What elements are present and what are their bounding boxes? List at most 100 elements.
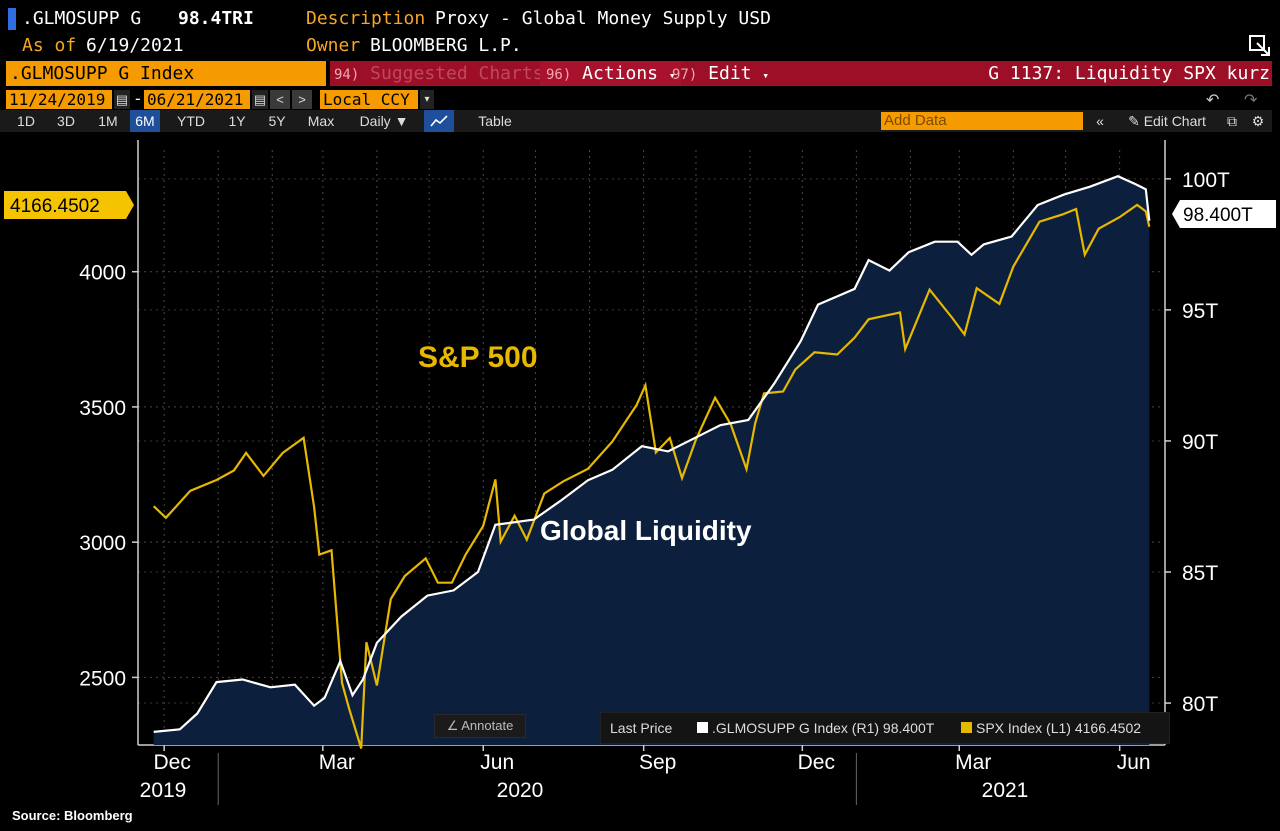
gear-icon[interactable]: ⚙: [1251, 113, 1265, 129]
suggested-num: 94): [334, 67, 360, 83]
description-value: Proxy - Global Money Supply USD: [435, 8, 771, 29]
left-last-price-flag: 4166.4502: [4, 191, 134, 219]
toolbar-bar: [330, 61, 1272, 86]
suggested-label: Suggested Charts: [370, 63, 544, 84]
as-of-label: As of: [22, 35, 77, 56]
start-date-input[interactable]: 11/24/2019: [6, 90, 112, 109]
right-last-price: 98.400T: [1183, 205, 1253, 226]
liquidity-area: [153, 176, 1150, 745]
source-note: Source: Bloomberg: [12, 808, 133, 823]
x-tick-label: Sep: [639, 751, 676, 774]
owner-label: Owner: [306, 35, 361, 56]
caret-down-icon: ▾: [668, 69, 676, 82]
tick-labels: 2500 3000 3500 4000 80T 85T 90T 95T 100T Dec Mar Ju…: [79, 169, 1230, 802]
caret-down-icon: ▼: [394, 113, 409, 129]
expand-icon[interactable]: [1248, 34, 1272, 58]
range-button-1d[interactable]: 1D: [17, 113, 35, 129]
chart-area: 2500 3000 3500 4000 80T 85T 90T 95T 100T Dec Mar Ju…: [4, 140, 1276, 805]
range-button-5y[interactable]: 5Y: [268, 113, 286, 129]
x-tick-label: Dec: [153, 751, 190, 774]
suggested-charts-button[interactable]: 94) Suggested Charts: [334, 61, 544, 86]
edit-label: Edit: [708, 63, 752, 84]
edit-num: 97): [672, 67, 698, 83]
range-button-max[interactable]: Max: [307, 113, 335, 129]
actions-num: 96): [546, 67, 572, 83]
frequency-select[interactable]: Daily ▼: [350, 110, 418, 132]
legend-name: .GLMOSUPP G Index: [712, 720, 848, 736]
legend-title: Last Price: [610, 720, 673, 736]
security-ticker: .GLMOSUPP G: [22, 8, 142, 29]
legend-axis: (R1): [851, 720, 880, 736]
owner-value: BLOOMBERG L.P.: [370, 35, 522, 56]
legend-swatch-spx: [961, 722, 972, 733]
right-tick-label: 95T: [1182, 300, 1218, 323]
range-button-3d[interactable]: 3D: [57, 113, 75, 129]
currency-select[interactable]: Local CCY: [320, 90, 418, 109]
chart-options-icon[interactable]: ⧉: [1227, 113, 1237, 129]
right-tick-label: 100T: [1182, 169, 1230, 192]
security-marker: [8, 8, 16, 30]
x-tick-label: Mar: [319, 751, 355, 774]
annotate-button[interactable]: ∠ Annotate: [434, 714, 526, 738]
legend-item-liquidity: .GLMOSUPP G Index (R1) 98.400T: [712, 720, 934, 736]
actions-button[interactable]: 96) Actions ▾: [540, 61, 682, 86]
x-tick-label: Jun: [480, 751, 514, 774]
legend-name: SPX Index: [976, 720, 1043, 736]
table-button[interactable]: Table: [478, 113, 512, 129]
x-tick-label: Jun: [1117, 751, 1151, 774]
year-label: 2021: [982, 779, 1029, 802]
left-tick-label: 4000: [79, 262, 126, 285]
legend-value: 4166.4502: [1074, 720, 1142, 736]
collapse-icon[interactable]: «: [1096, 113, 1104, 129]
date-separator: -: [133, 89, 143, 108]
security-value: 98.4TRI: [178, 8, 254, 29]
caret-down-icon: ▾: [762, 69, 769, 82]
legend-item-spx: SPX Index (L1) 4166.4502: [976, 720, 1141, 736]
security-input[interactable]: .GLMOSUPP G Index: [6, 61, 326, 86]
calendar-icon[interactable]: ▤: [114, 90, 130, 109]
line-chart-icon[interactable]: [424, 110, 454, 132]
prev-period-icon[interactable]: <: [270, 90, 290, 109]
calendar-icon[interactable]: ▤: [252, 90, 268, 109]
legend-axis: (L1): [1046, 720, 1071, 736]
edit-chart-button[interactable]: ✎ Edit Chart: [1118, 110, 1216, 132]
annotate-label: Annotate: [461, 718, 514, 733]
year-label: 2020: [497, 779, 544, 802]
undo-icon[interactable]: ↶: [1206, 92, 1220, 109]
pencil-icon: ∠: [446, 718, 459, 733]
left-tick-label: 2500: [79, 667, 126, 690]
as-of-date: 6/19/2021: [86, 35, 184, 56]
chevron-down-icon[interactable]: ▾: [420, 90, 434, 109]
legend-value: 98.400T: [882, 720, 935, 736]
year-label: 2019: [140, 779, 187, 802]
add-data-input[interactable]: Add Data: [881, 112, 1083, 130]
right-tick-label: 90T: [1182, 431, 1218, 454]
spx-line: [152, 203, 1151, 749]
range-button-6m[interactable]: 6M: [130, 110, 160, 132]
edit-button[interactable]: 97) Edit ▾: [672, 61, 769, 86]
chart-title: G 1137: Liquidity SPX kurz: [988, 63, 1270, 84]
liquidity-line: [153, 175, 1151, 733]
actions-label: Actions: [582, 63, 658, 84]
range-button-1y[interactable]: 1Y: [228, 113, 246, 129]
left-tick-label: 3000: [79, 532, 126, 555]
right-tick-label: 85T: [1182, 562, 1218, 585]
legend-swatch-liquidity: [697, 722, 708, 733]
description-label: Description: [306, 8, 426, 29]
next-period-icon[interactable]: >: [292, 90, 312, 109]
edit-chart-label: Edit Chart: [1143, 113, 1206, 129]
x-tick-label: Mar: [955, 751, 991, 774]
pencil-icon: ✎: [1128, 113, 1140, 129]
redo-icon[interactable]: ↷: [1244, 92, 1258, 109]
frequency-label: Daily: [359, 113, 391, 129]
legend: Last Price .GLMOSUPP G Index (R1) 98.400…: [600, 712, 1170, 744]
x-tick-label: Dec: [798, 751, 835, 774]
end-date-input[interactable]: 06/21/2021: [144, 90, 250, 109]
right-tick-label: 80T: [1182, 693, 1218, 716]
right-last-price-flag: 98.400T: [1172, 200, 1276, 228]
range-button-1m[interactable]: 1M: [98, 113, 118, 129]
left-last-price: 4166.4502: [10, 196, 100, 217]
liquidity-annotation: Global Liquidity: [540, 515, 752, 546]
sp500-annotation: S&P 500: [418, 341, 538, 374]
range-button-ytd[interactable]: YTD: [177, 113, 205, 129]
